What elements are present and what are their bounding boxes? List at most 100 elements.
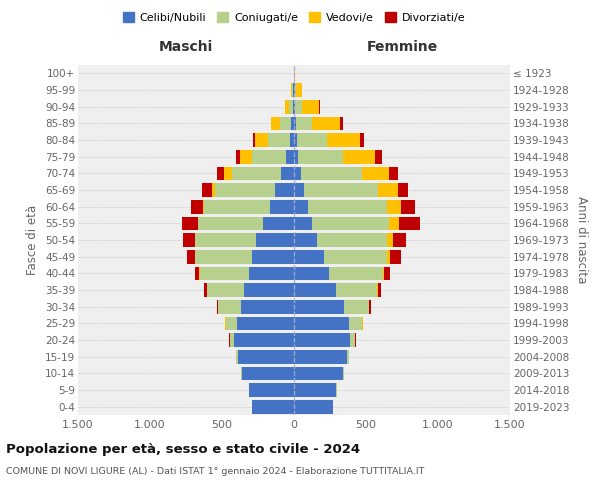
- Legend: Celibi/Nubili, Coniugati/e, Vedovi/e, Divorziati/e: Celibi/Nubili, Coniugati/e, Vedovi/e, Di…: [118, 8, 470, 28]
- Bar: [377, 183, 398, 197]
- Bar: [344, 300, 369, 314]
- Bar: [343, 150, 374, 164]
- Bar: [311, 116, 340, 130]
- Bar: [251, 250, 294, 264]
- Bar: [323, 250, 387, 264]
- Bar: [286, 150, 294, 164]
- Bar: [294, 400, 333, 413]
- Bar: [298, 150, 343, 164]
- Bar: [387, 200, 401, 213]
- Bar: [204, 283, 207, 297]
- Bar: [401, 200, 415, 213]
- Bar: [268, 133, 290, 147]
- Bar: [248, 266, 294, 280]
- Bar: [271, 116, 280, 130]
- Bar: [393, 233, 406, 247]
- Bar: [212, 183, 215, 197]
- Bar: [218, 300, 241, 314]
- Bar: [275, 183, 294, 197]
- Bar: [294, 266, 329, 280]
- Bar: [292, 116, 294, 130]
- Bar: [294, 216, 311, 230]
- Y-axis label: Fasce di età: Fasce di età: [26, 205, 40, 275]
- Bar: [308, 200, 387, 213]
- Bar: [226, 316, 237, 330]
- Bar: [256, 133, 268, 147]
- Bar: [202, 183, 212, 197]
- Bar: [294, 350, 347, 364]
- Bar: [244, 283, 294, 297]
- Bar: [200, 266, 248, 280]
- Bar: [294, 200, 308, 213]
- Bar: [236, 150, 240, 164]
- Text: COMUNE DI NOVI LIGURE (AL) - Dati ISTAT 1° gennaio 2024 - Elaborazione TUTTITALI: COMUNE DI NOVI LIGURE (AL) - Dati ISTAT …: [6, 468, 424, 476]
- Bar: [238, 350, 294, 364]
- Bar: [296, 83, 302, 97]
- Y-axis label: Anni di nascita: Anni di nascita: [575, 196, 588, 284]
- Bar: [241, 366, 242, 380]
- Bar: [191, 200, 203, 213]
- Bar: [296, 133, 327, 147]
- Bar: [391, 250, 401, 264]
- Bar: [302, 100, 319, 114]
- Bar: [251, 150, 286, 164]
- Bar: [294, 366, 343, 380]
- Bar: [195, 266, 199, 280]
- Bar: [204, 200, 270, 213]
- Bar: [360, 133, 364, 147]
- Bar: [294, 233, 317, 247]
- Bar: [207, 283, 244, 297]
- Bar: [203, 200, 204, 213]
- Bar: [250, 383, 294, 397]
- Bar: [230, 333, 234, 347]
- Bar: [197, 216, 198, 230]
- Bar: [387, 250, 391, 264]
- Bar: [389, 216, 398, 230]
- Bar: [215, 183, 275, 197]
- Bar: [236, 350, 238, 364]
- Bar: [253, 133, 256, 147]
- Bar: [317, 233, 388, 247]
- Bar: [384, 266, 390, 280]
- Bar: [294, 333, 350, 347]
- Bar: [337, 283, 377, 297]
- Bar: [281, 166, 294, 180]
- Bar: [294, 250, 323, 264]
- Bar: [294, 283, 337, 297]
- Bar: [319, 100, 320, 114]
- Bar: [377, 283, 380, 297]
- Bar: [217, 300, 218, 314]
- Bar: [294, 150, 298, 164]
- Bar: [362, 166, 389, 180]
- Bar: [347, 350, 349, 364]
- Bar: [350, 333, 355, 347]
- Bar: [280, 116, 292, 130]
- Text: Maschi: Maschi: [159, 40, 213, 54]
- Bar: [388, 233, 393, 247]
- Bar: [232, 166, 281, 180]
- Bar: [294, 316, 349, 330]
- Bar: [252, 400, 294, 413]
- Bar: [374, 150, 382, 164]
- Bar: [294, 300, 344, 314]
- Bar: [217, 166, 224, 180]
- Bar: [292, 83, 293, 97]
- Bar: [294, 100, 295, 114]
- Bar: [256, 233, 294, 247]
- Bar: [234, 333, 294, 347]
- Bar: [304, 183, 377, 197]
- Bar: [329, 266, 383, 280]
- Bar: [340, 116, 343, 130]
- Bar: [293, 100, 294, 114]
- Text: Femmine: Femmine: [367, 40, 437, 54]
- Bar: [293, 83, 294, 97]
- Bar: [398, 216, 420, 230]
- Bar: [242, 366, 294, 380]
- Bar: [196, 233, 256, 247]
- Bar: [296, 116, 311, 130]
- Bar: [383, 266, 384, 280]
- Bar: [370, 300, 371, 314]
- Bar: [241, 300, 294, 314]
- Bar: [290, 133, 294, 147]
- Bar: [198, 216, 263, 230]
